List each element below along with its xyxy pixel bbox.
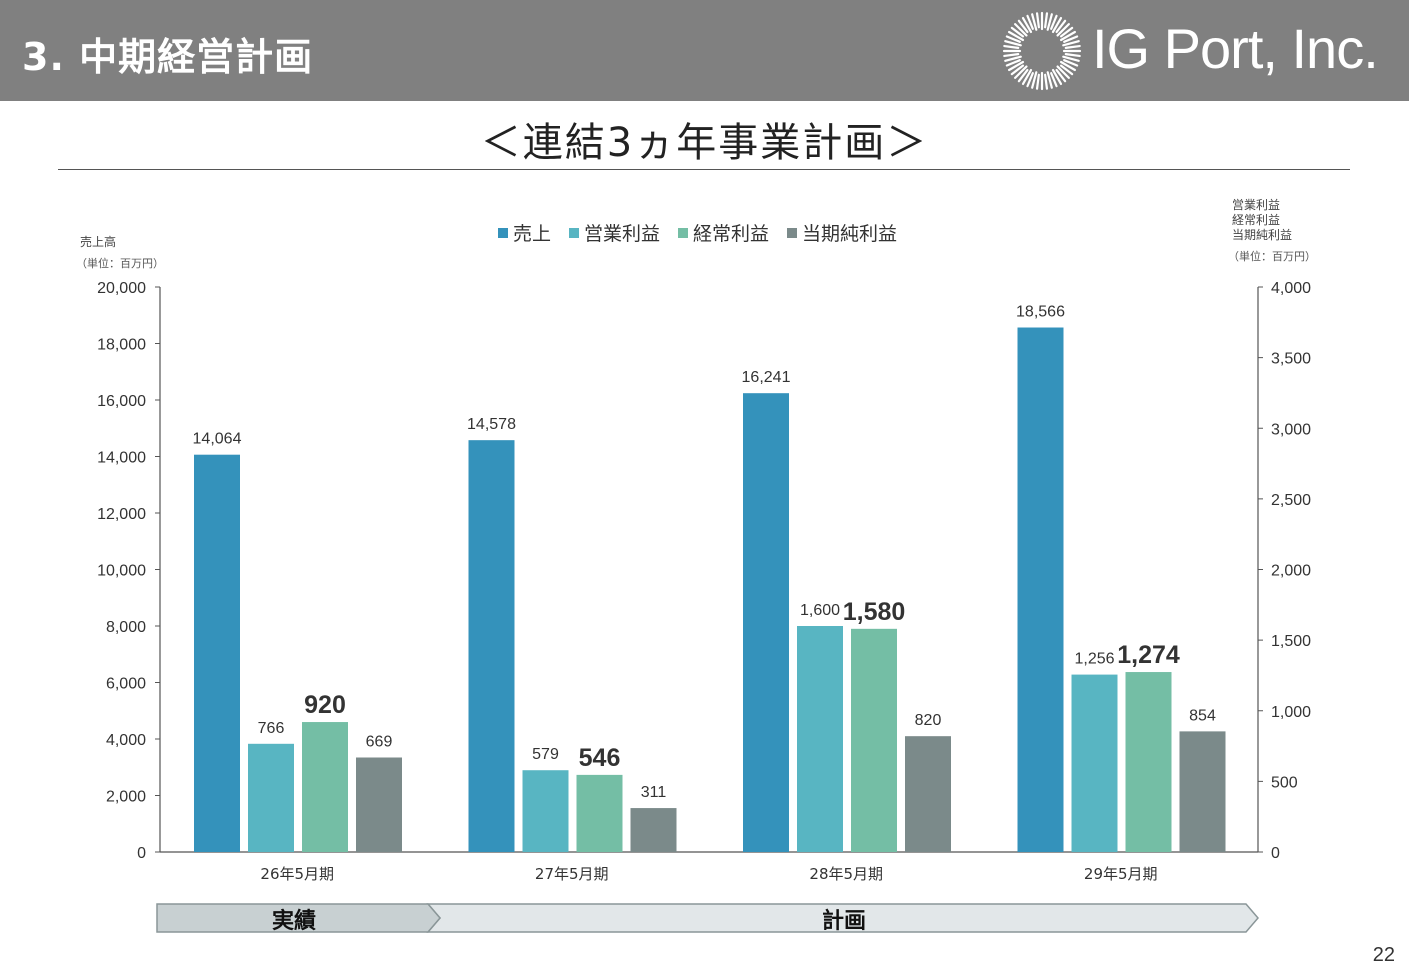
right-tick-label: 4,000: [1271, 280, 1311, 297]
right-tick-label: 2,000: [1271, 563, 1311, 580]
bar: [1017, 327, 1064, 852]
data-label: 1,600: [800, 602, 840, 619]
data-label: 1,256: [1074, 651, 1114, 668]
bar: [468, 440, 515, 852]
right-tick-label: 500: [1271, 774, 1298, 791]
category-label: 29年5月期: [1084, 865, 1158, 883]
left-tick-label: 20,000: [97, 280, 146, 297]
data-label: 820: [915, 712, 942, 729]
chart-legend: 売上 営業利益 経常利益 当期純利益: [498, 223, 897, 245]
bar: [1071, 674, 1118, 852]
bar: [194, 454, 240, 852]
chart-subtitle: ＜連結3ヵ年事業計画＞: [480, 120, 929, 166]
bar: [1179, 731, 1226, 852]
data-label: 920: [304, 691, 346, 719]
data-label: 1,580: [843, 598, 906, 626]
left-tick-label: 16,000: [97, 393, 146, 410]
bar: [576, 774, 623, 852]
sunburst-logo-icon: [1002, 11, 1082, 91]
left-tick-label: 2,000: [106, 789, 146, 806]
phase-plan-label: 計画: [822, 908, 866, 934]
category-label: 26年5月期: [260, 865, 334, 883]
data-label: 579: [532, 746, 559, 763]
bar: [356, 757, 402, 852]
right-tick-label: 0: [1271, 845, 1280, 862]
left-tick-label: 14,000: [97, 450, 146, 467]
data-label: 14,578: [467, 416, 516, 433]
left-tick-label: 0: [137, 845, 146, 862]
title-divider: [58, 169, 1350, 170]
page-title: 3. 中期経営計画: [22, 35, 314, 79]
legend-swatch: [569, 228, 579, 238]
bar: [905, 736, 951, 852]
left-axis-unit: （単位：百万円）: [76, 256, 164, 270]
legend-swatch: [678, 228, 688, 238]
legend-label: 売上: [513, 223, 551, 245]
page-number: 22: [1372, 944, 1395, 966]
left-tick-label: 18,000: [97, 337, 146, 354]
right-tick-label: 3,000: [1271, 421, 1311, 438]
right-axis-label: 営業利益: [1232, 198, 1280, 212]
legend-label: 営業利益: [584, 223, 660, 245]
right-tick-label: 2,500: [1271, 492, 1311, 509]
legend-swatch: [498, 228, 508, 238]
bar: [522, 770, 569, 852]
header-bar: 3. 中期経営計画 IG Port, Inc.: [0, 0, 1409, 101]
right-axis-unit: （単位：百万円）: [1228, 249, 1316, 263]
phase-actual-label: 実績: [272, 908, 316, 934]
data-label: 854: [1189, 707, 1216, 724]
left-tick-label: 10,000: [97, 563, 146, 580]
phase-arrows: 実績 計画: [156, 903, 1259, 934]
right-tick-label: 1,000: [1271, 704, 1311, 721]
data-label: 18,566: [1016, 304, 1065, 321]
bar: [797, 626, 843, 852]
right-axis-label: 当期純利益: [1232, 228, 1292, 242]
left-tick-label: 4,000: [106, 732, 146, 749]
company-logo: IG Port, Inc.: [1000, 10, 1400, 92]
left-tick-label: 8,000: [106, 619, 146, 636]
phase-actual-arrow: [156, 903, 441, 933]
legend-label: 当期純利益: [802, 223, 897, 245]
data-label: 669: [366, 734, 393, 751]
right-tick-label: 1,500: [1271, 633, 1311, 650]
data-label: 311: [641, 784, 667, 801]
category-label: 28年5月期: [809, 865, 883, 883]
data-label: 766: [258, 720, 285, 737]
data-label: 14,064: [193, 431, 242, 448]
legend-label: 経常利益: [693, 223, 769, 245]
left-axis-label: 売上高: [80, 234, 116, 249]
bar: [1125, 672, 1172, 852]
left-tick-label: 12,000: [97, 506, 146, 523]
bar: [630, 808, 677, 852]
legend-swatch: [787, 228, 797, 238]
bar: [248, 743, 294, 852]
bar: [302, 722, 348, 852]
company-name: IG Port, Inc.: [1092, 17, 1379, 80]
data-label: 1,274: [1117, 641, 1180, 669]
bar: [851, 628, 897, 852]
data-label: 546: [579, 744, 621, 772]
bar: [743, 393, 789, 852]
right-axis-label: 経常利益: [1232, 213, 1280, 227]
right-tick-label: 3,500: [1271, 351, 1311, 368]
left-tick-label: 6,000: [106, 676, 146, 693]
category-label: 27年5月期: [535, 865, 609, 883]
data-label: 16,241: [742, 369, 791, 386]
